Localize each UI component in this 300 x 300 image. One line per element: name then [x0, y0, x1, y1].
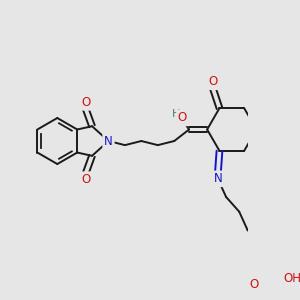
Text: O: O: [82, 96, 91, 109]
Text: O: O: [82, 173, 91, 186]
Text: OH: OH: [284, 272, 300, 285]
Text: N: N: [214, 172, 222, 185]
Text: H: H: [172, 109, 180, 119]
Text: O: O: [249, 278, 259, 291]
Text: O: O: [178, 112, 187, 124]
Text: N: N: [104, 134, 113, 148]
Text: O: O: [208, 75, 218, 88]
